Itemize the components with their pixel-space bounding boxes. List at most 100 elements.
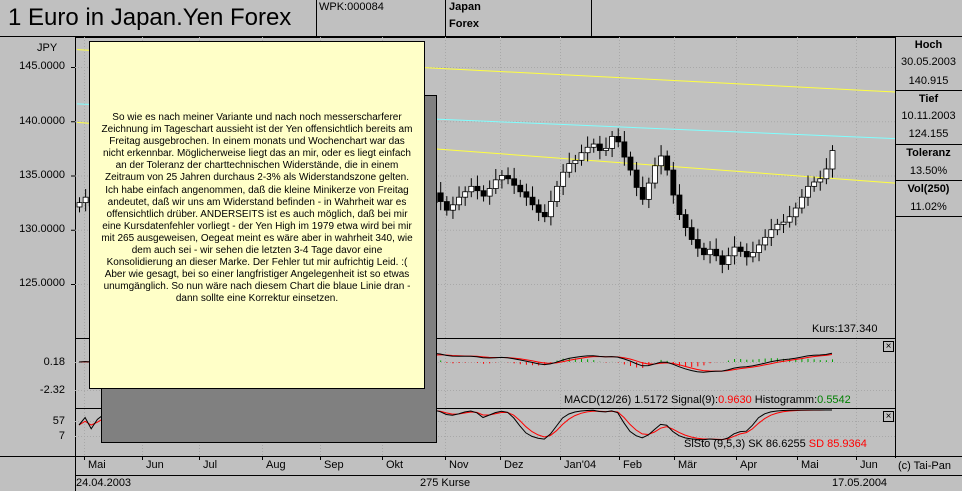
candle-body bbox=[547, 201, 554, 218]
candle-body bbox=[480, 190, 487, 197]
sto-legend: SlSto (9,5,3) SK 86.6255 SD 85.9364 bbox=[684, 438, 867, 451]
kurs-label: Kurs:137.340 bbox=[812, 323, 878, 335]
candle-body bbox=[633, 169, 640, 188]
vol-value: 11.02% bbox=[910, 201, 947, 213]
candle-body bbox=[792, 207, 799, 218]
y-tick-label: 145.0000 bbox=[19, 60, 65, 72]
stats-sep bbox=[895, 216, 962, 217]
candle-body bbox=[505, 175, 511, 180]
high-value: 140.915 bbox=[908, 75, 949, 87]
vol-label: Vol(250) bbox=[907, 183, 950, 195]
candle-body bbox=[713, 248, 720, 257]
chart-title: 1 Euro in Japan.Yen Forex bbox=[8, 4, 292, 31]
candle-body bbox=[590, 143, 597, 148]
candle-body bbox=[768, 229, 775, 238]
candle-body bbox=[76, 202, 83, 208]
candle-body bbox=[762, 236, 769, 246]
candle-body bbox=[750, 252, 756, 258]
candle-body bbox=[731, 246, 738, 257]
candle-body bbox=[572, 159, 579, 164]
copyright: (c) Tai-Pan bbox=[898, 460, 951, 472]
month-label: Okt bbox=[386, 459, 404, 471]
tolerance-label: Toleranz bbox=[906, 147, 951, 159]
candle-body bbox=[645, 182, 652, 200]
candle-body bbox=[694, 239, 701, 249]
sto-close-button[interactable]: × bbox=[883, 411, 894, 422]
candle-body bbox=[554, 185, 560, 202]
stats-divider bbox=[895, 37, 896, 458]
candle-body bbox=[468, 185, 475, 193]
macd-legend-text: MACD(12/26) 1.5172 Signal(9): bbox=[564, 394, 719, 406]
candle-body bbox=[719, 255, 726, 265]
stats-sep bbox=[895, 144, 962, 145]
candle-body bbox=[456, 196, 462, 206]
end-date: 17.05.2004 bbox=[832, 477, 888, 489]
stats-sep bbox=[895, 180, 962, 181]
candle-body bbox=[688, 227, 695, 240]
note-text: So wie es nach meiner Variante und nach … bbox=[101, 112, 413, 305]
candle-body bbox=[701, 247, 707, 256]
month-label: Jun bbox=[146, 459, 164, 471]
candle-body bbox=[756, 244, 762, 253]
high-date: 30.05.2003 bbox=[900, 56, 957, 68]
low-value: 124.155 bbox=[908, 128, 949, 140]
sto-y-tick: 57 bbox=[52, 415, 65, 427]
header-divider bbox=[445, 0, 446, 37]
candle-body bbox=[780, 221, 787, 225]
candle-body bbox=[499, 175, 505, 181]
candle-body bbox=[462, 191, 469, 198]
y-tick-label: 140.0000 bbox=[19, 115, 65, 127]
market-label: Forex bbox=[449, 18, 479, 30]
sto-y-tick: 7 bbox=[58, 430, 65, 442]
stats-sep bbox=[895, 90, 962, 91]
macd-hist-value: 0.5542 bbox=[817, 394, 851, 406]
candle-body bbox=[492, 179, 499, 189]
candle-body bbox=[670, 169, 677, 196]
candle-body bbox=[517, 184, 524, 193]
candle-body bbox=[621, 141, 628, 158]
month-label: Nov bbox=[449, 459, 469, 471]
candle-body bbox=[486, 188, 493, 197]
candle-body bbox=[437, 192, 444, 202]
candle-body bbox=[596, 143, 603, 151]
header-divider bbox=[316, 0, 317, 37]
y-tick-label: 125.0000 bbox=[19, 277, 65, 289]
month-label: Jan'04 bbox=[564, 459, 597, 471]
candle-body bbox=[805, 185, 811, 198]
candle-body bbox=[529, 196, 536, 206]
candle-body bbox=[652, 165, 658, 184]
candle-body bbox=[541, 211, 548, 218]
month-label: Dez bbox=[504, 459, 524, 471]
candle-body bbox=[82, 196, 89, 204]
quote-count: 275 Kurse bbox=[420, 477, 471, 489]
header-divider bbox=[591, 0, 592, 37]
candle-body bbox=[707, 248, 713, 256]
macd-close-button[interactable]: × bbox=[883, 341, 894, 352]
candle-body bbox=[603, 147, 609, 151]
month-label: Aug bbox=[266, 459, 286, 471]
candle-body bbox=[682, 214, 689, 228]
candle-body bbox=[786, 216, 793, 223]
y-tick-label: 130.0000 bbox=[19, 223, 65, 235]
candle-body bbox=[676, 194, 683, 215]
candle-body bbox=[639, 187, 646, 200]
candle-body bbox=[798, 196, 805, 209]
macd-hist-label: Histogramm: bbox=[751, 394, 818, 406]
macd-signal-value: 0.9630 bbox=[718, 394, 752, 406]
month-label: Mär bbox=[678, 459, 697, 471]
stats-panel: Hoch 30.05.2003 140.915 Tief 10.11.2003 … bbox=[895, 37, 962, 217]
annotation-note[interactable]: So wie es nach meiner Variante und nach … bbox=[89, 41, 425, 389]
sto-legend-text: SlSto (9,5,3) SK 86.6255 bbox=[684, 438, 809, 450]
candle-body bbox=[584, 146, 591, 154]
month-label: Mai bbox=[801, 459, 819, 471]
candle-body bbox=[627, 156, 634, 171]
candle-body bbox=[443, 201, 450, 211]
month-label: Feb bbox=[623, 459, 642, 471]
month-label: Apr bbox=[740, 459, 758, 471]
candle-body bbox=[450, 204, 456, 211]
month-label: Jun bbox=[860, 459, 878, 471]
candle-body bbox=[817, 178, 824, 183]
candle-body bbox=[609, 136, 616, 149]
high-label: Hoch bbox=[914, 39, 943, 51]
currency-label: JPY bbox=[37, 42, 58, 54]
